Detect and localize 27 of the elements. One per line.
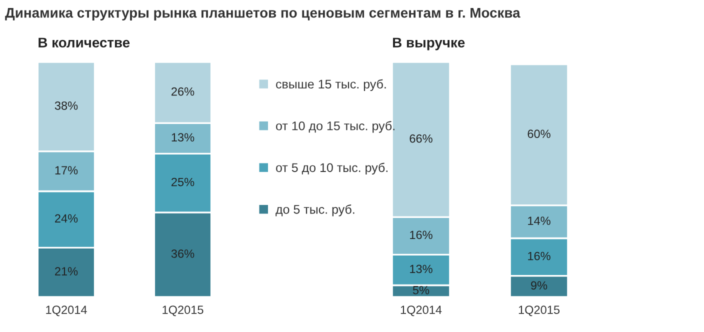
- data-label: 36%: [171, 250, 194, 258]
- data-label: 16%: [528, 252, 550, 260]
- data-label: 14%: [528, 216, 550, 225]
- data-label: 25%: [172, 178, 194, 186]
- x-tick-label: 1Q2015: [162, 306, 204, 316]
- chart-title: Динамика структуры рынка планшетов по ценовым сегментам в г. Москва: [5, 8, 520, 20]
- x-tick-label: 1Q2014: [46, 306, 87, 316]
- chart-subtitle: В количестве: [38, 38, 130, 48]
- data-label: 38%: [54, 101, 78, 110]
- data-label: 17%: [55, 166, 78, 174]
- legend-label: от 10 до 15 тыс. руб.: [276, 121, 394, 133]
- data-label: 24%: [55, 214, 78, 223]
- legend-label: до 5 тыс. руб.: [276, 204, 354, 216]
- legend-label: свыше 15 тыс. руб.: [276, 79, 386, 92]
- data-label: 13%: [410, 264, 432, 274]
- data-label: 60%: [528, 130, 550, 138]
- x-tick-label: 1Q2014: [400, 306, 442, 316]
- data-label: 66%: [410, 134, 432, 143]
- data-label: 26%: [172, 87, 194, 96]
- data-label: 9%: [531, 281, 548, 290]
- data-label: 5%: [412, 286, 430, 294]
- legend-label: от 5 до 10 тыс. руб.: [276, 162, 388, 175]
- x-tick-label: 1Q2015: [518, 306, 560, 316]
- chart-subtitle: В выручке: [393, 38, 465, 50]
- data-label: 21%: [55, 267, 78, 276]
- data-label: 16%: [410, 230, 432, 240]
- data-label: 13%: [172, 133, 194, 142]
